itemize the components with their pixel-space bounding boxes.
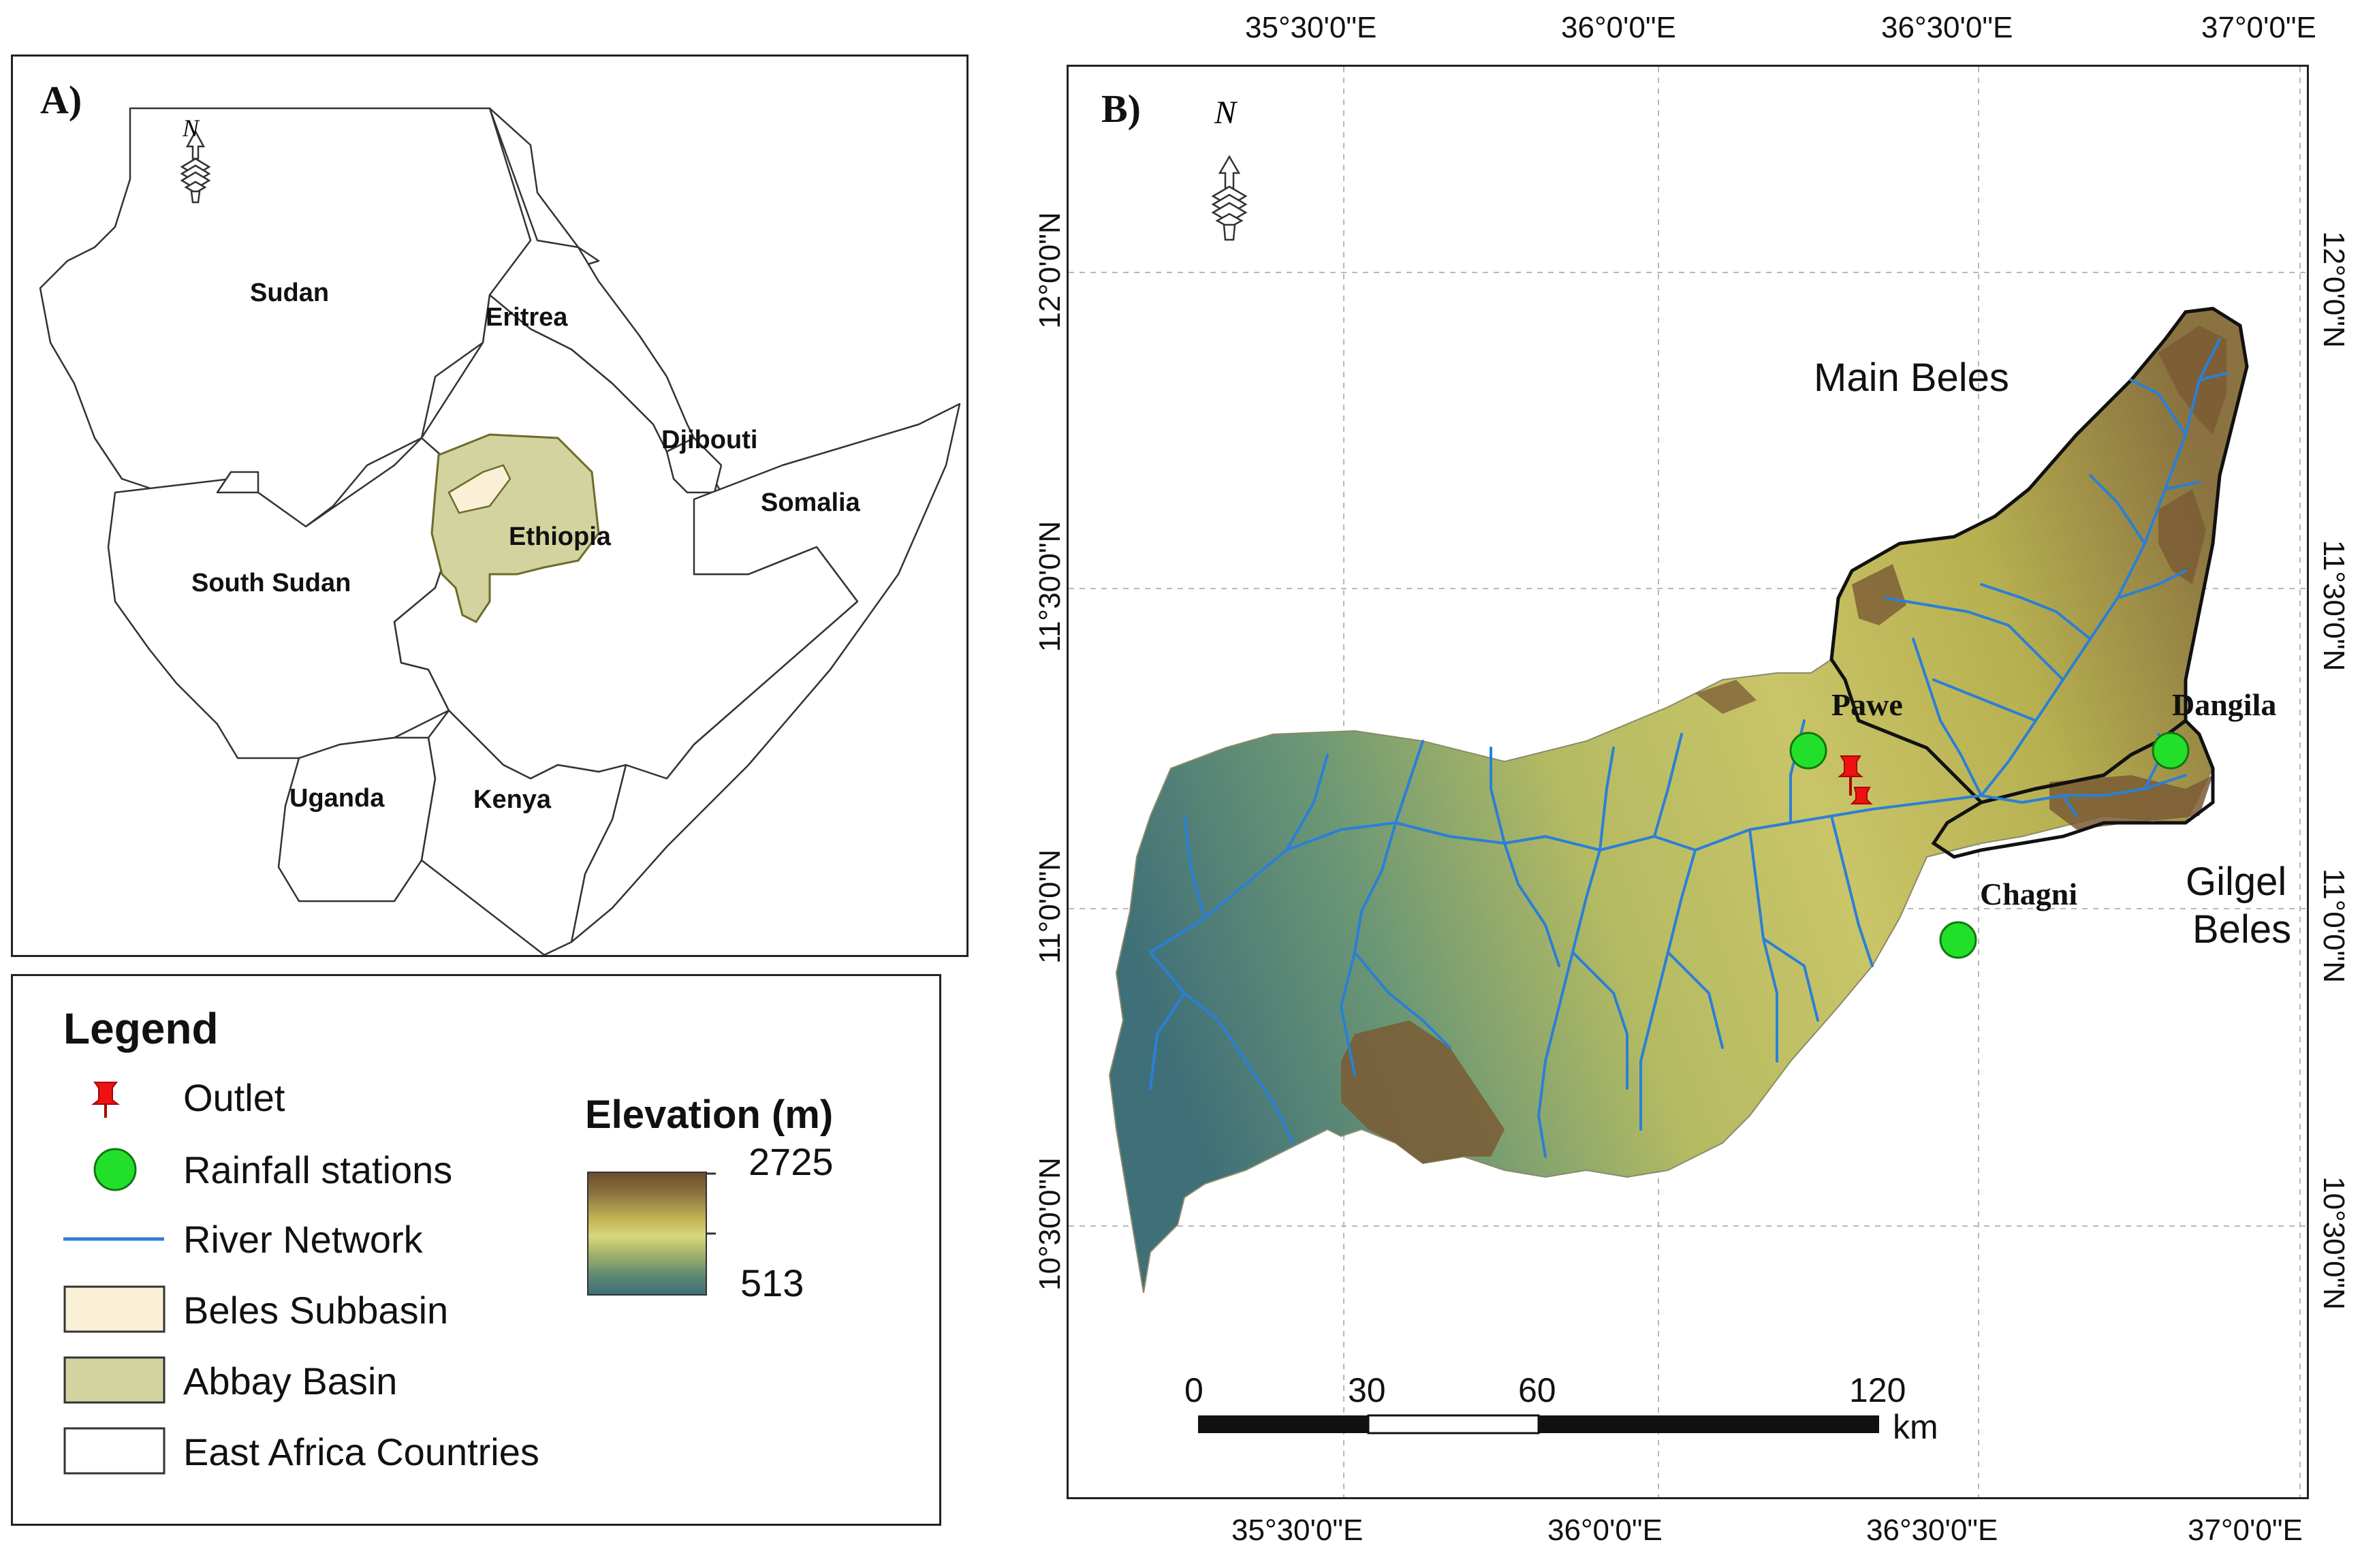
legend-label-outlet: Outlet: [183, 1076, 285, 1119]
east-highland: [2158, 489, 2206, 584]
beles-subbasin-shape: [447, 464, 511, 514]
country-label-eritrea: Eritrea: [486, 303, 568, 332]
elevation-color-ramp: [587, 1172, 707, 1296]
outlet-icon: [91, 1082, 120, 1118]
legend-label-east-africa-countries: East Africa Countries: [183, 1430, 539, 1473]
elevation-title: Elevation (m): [585, 1093, 834, 1137]
scale-tick-0: 0: [1184, 1371, 1203, 1409]
bottom-tick-35-30: 35°30'0"E: [1231, 1514, 1364, 1547]
top-tick-35-30: 35°30'0"E: [1245, 11, 1377, 44]
panel-b-letter: B): [1101, 87, 1141, 131]
country-label-kenya: Kenya: [473, 785, 552, 814]
country-label-somalia: Somalia: [761, 488, 860, 517]
scale-unit: km: [1893, 1408, 1938, 1446]
gilgel-beles-label-line1: Gilgel: [2186, 860, 2287, 904]
north-arrow-b: [1211, 155, 1248, 241]
east-africa-outline-map: [39, 107, 961, 955]
gilgel-beles-label-line2: Beles: [2192, 907, 2292, 952]
scale-tick-30: 30: [1348, 1371, 1386, 1409]
north-arrow-a: [180, 129, 211, 204]
scale-tick-120: 120: [1849, 1371, 1906, 1409]
northeast-highland: [2158, 326, 2226, 435]
country-label-djibouti: Djibouti: [661, 426, 758, 454]
right-tick-11-30: 11°30'0"N: [2317, 539, 2350, 672]
top-tick-36-00: 36°0'0"E: [1561, 11, 1676, 44]
abbay-basin-symbol: [63, 1356, 166, 1404]
elevation-min-label: 513: [740, 1261, 804, 1304]
kenya-shape: [420, 709, 627, 955]
station-label-pawe: Pawe: [1831, 687, 1903, 722]
east-africa-countries-symbol: [63, 1427, 166, 1475]
legend-title: Legend: [63, 1004, 219, 1053]
sudan-notch: [216, 471, 259, 494]
north-ridge: [1695, 680, 1757, 714]
top-tick-37-00: 37°0'0"E: [2201, 11, 2316, 44]
southern-highland: [1341, 1020, 1505, 1163]
rainfall-station-symbol: [93, 1148, 137, 1191]
station-marker-pawe: [1789, 732, 1827, 770]
left-tick-11-00: 11°0'0"N: [1033, 849, 1067, 965]
bottom-tick-37-00: 37°0'0"E: [2188, 1514, 2303, 1547]
right-tick-11-00: 11°0'0"N: [2317, 868, 2350, 983]
central-highland: [1852, 564, 1906, 625]
graticule: [1069, 67, 2307, 1497]
main-beles-boundary: [1829, 307, 2249, 804]
north-label-b: N: [1214, 95, 1237, 131]
country-label-south-sudan: South Sudan: [191, 569, 351, 597]
gilgel-highland: [2049, 775, 2213, 830]
station-marker-dangila: [2152, 732, 2190, 770]
country-label-sudan: Sudan: [250, 279, 330, 307]
elevation-max-label: 2725: [749, 1140, 834, 1183]
panel-a-letter: A): [40, 78, 82, 122]
right-tick-12-00: 12°0'0"N: [2317, 231, 2350, 348]
gilgel-beles-boundary: [1931, 718, 2215, 859]
legend-label-beles-subbasin: Beles Subbasin: [183, 1289, 449, 1332]
left-tick-12-00: 12°0'0"N: [1033, 212, 1067, 329]
bottom-tick-36-30: 36°30'0"E: [1866, 1514, 1998, 1547]
left-tick-11-30: 11°30'0"N: [1033, 520, 1067, 653]
panel-a-east-africa-map: A) N Sudan Eritrea Djibouti Somalia Ethi…: [11, 54, 969, 957]
legend-label-river-network: River Network: [183, 1218, 423, 1261]
legend-box: Legend: [11, 974, 941, 1526]
legend-label-abbay-basin: Abbay Basin: [183, 1360, 398, 1402]
left-tick-10-30: 10°30'0"N: [1033, 1157, 1067, 1291]
bottom-tick-36-00: 36°0'0"E: [1547, 1514, 1663, 1547]
station-label-chagni: Chagni: [1980, 877, 2078, 911]
top-tick-36-30: 36°30'0"E: [1881, 11, 2013, 44]
main-beles-label: Main Beles: [1814, 356, 2009, 400]
station-marker-chagni: [1939, 921, 1977, 959]
scale-tick-60: 60: [1518, 1371, 1556, 1409]
legend-label-rainfall-stations: Rainfall stations: [183, 1148, 453, 1191]
beles-basin-elevation-map: [1069, 67, 2307, 1497]
uganda-shape: [277, 736, 437, 903]
beles-subbasin-symbol: [63, 1285, 166, 1333]
north-label-a: N: [183, 114, 200, 142]
legend-symbols: [63, 1082, 716, 1475]
panel-b-beles-basin-map: B) N Main Beles Gilgel Beles Pawe Dangil…: [1067, 65, 2309, 1499]
right-tick-10-30: 10°30'0"N: [2317, 1176, 2350, 1310]
country-label-uganda: Uganda: [289, 784, 385, 813]
country-label-ethiopia: Ethiopia: [509, 522, 611, 551]
outlet-marker: [1838, 755, 1873, 804]
scale-bar-graphic: [1198, 1414, 1879, 1434]
station-label-dangila: Dangila: [2172, 687, 2277, 722]
